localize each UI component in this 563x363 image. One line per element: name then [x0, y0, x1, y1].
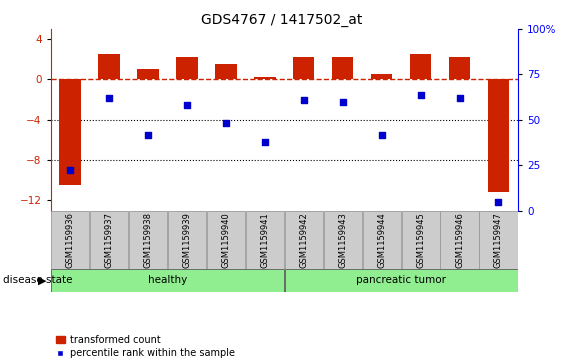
Bar — [401, 211, 440, 269]
Bar — [60, 79, 81, 185]
Text: GSM1159947: GSM1159947 — [494, 212, 503, 268]
Text: GSM1159942: GSM1159942 — [300, 212, 309, 268]
Text: disease state: disease state — [3, 275, 72, 285]
Bar — [99, 54, 120, 79]
Bar — [332, 57, 354, 79]
Bar — [168, 211, 206, 269]
Text: GSM1159941: GSM1159941 — [260, 212, 269, 268]
Point — [144, 132, 153, 138]
Text: GSM1159946: GSM1159946 — [455, 212, 464, 268]
Bar — [480, 211, 517, 269]
Bar — [293, 57, 315, 79]
Point — [105, 95, 114, 101]
Text: healthy: healthy — [148, 276, 187, 285]
Text: GSM1159940: GSM1159940 — [221, 212, 230, 268]
Bar — [285, 269, 517, 292]
Bar — [285, 211, 323, 269]
Bar — [254, 77, 275, 79]
Text: pancreatic tumor: pancreatic tumor — [356, 276, 446, 285]
Bar — [410, 54, 431, 79]
Bar — [51, 211, 89, 269]
Point — [494, 200, 503, 205]
Bar — [371, 74, 392, 79]
Text: GSM1159944: GSM1159944 — [377, 212, 386, 268]
Legend: transformed count, percentile rank within the sample: transformed count, percentile rank withi… — [56, 335, 235, 358]
Text: GDS4767 / 1417502_at: GDS4767 / 1417502_at — [201, 13, 362, 27]
Point — [221, 120, 230, 126]
Bar — [51, 269, 284, 292]
Bar — [207, 211, 245, 269]
Bar — [324, 211, 362, 269]
Bar — [176, 57, 198, 79]
Text: GSM1159936: GSM1159936 — [66, 212, 75, 268]
Bar — [488, 79, 509, 192]
Bar — [137, 69, 159, 79]
Point — [182, 102, 191, 107]
Bar — [246, 211, 284, 269]
Point — [416, 92, 425, 98]
Text: GSM1159943: GSM1159943 — [338, 212, 347, 268]
Point — [377, 132, 386, 138]
Bar — [129, 211, 167, 269]
Point — [455, 95, 464, 101]
Bar — [440, 211, 479, 269]
Point — [338, 99, 347, 105]
Point — [300, 97, 309, 102]
Text: GSM1159937: GSM1159937 — [105, 212, 114, 268]
Text: GSM1159938: GSM1159938 — [144, 212, 153, 268]
Text: GSM1159939: GSM1159939 — [182, 212, 191, 268]
Bar — [215, 64, 236, 79]
Point — [66, 167, 75, 173]
Point — [260, 139, 269, 145]
Bar — [449, 57, 470, 79]
Bar — [363, 211, 401, 269]
Text: ▶: ▶ — [38, 275, 46, 285]
Bar — [90, 211, 128, 269]
Text: GSM1159945: GSM1159945 — [416, 212, 425, 268]
